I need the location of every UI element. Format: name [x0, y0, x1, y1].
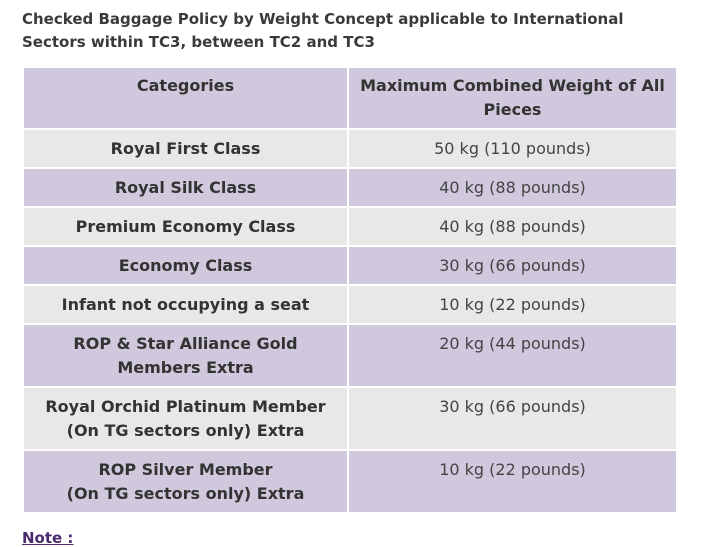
- table-cell: 10 kg (22 pounds): [347, 284, 678, 325]
- table-cell: Royal First Class: [22, 128, 349, 169]
- table-cell: 50 kg (110 pounds): [347, 128, 678, 169]
- table-row: Royal Orchid Platinum Member (On TG secto…: [22, 386, 678, 451]
- table-row: Economy Class 30 kg (66 pounds): [22, 245, 678, 286]
- cell-line: (On TG sectors only) Extra: [66, 421, 305, 440]
- table-cell: 20 kg (44 pounds): [347, 323, 678, 388]
- table-cell: 40 kg (88 pounds): [347, 167, 678, 208]
- cell-line: ROP Silver Member: [98, 460, 273, 479]
- baggage-table: Categories Maximum Combined Weight of Al…: [22, 66, 678, 514]
- table-cell: Economy Class: [22, 245, 349, 286]
- table-row: Infant not occupying a seat 10 kg (22 pou…: [22, 284, 678, 325]
- table-cell: ROP & Star Alliance Gold Members Extra: [22, 323, 349, 388]
- table-body: Royal First Class 50 kg (110 pounds) Royal…: [22, 128, 678, 514]
- cell-line: ROP & Star Alliance Gold: [73, 334, 298, 353]
- table-row: Royal First Class 50 kg (110 pounds): [22, 128, 678, 169]
- table-cell: 40 kg (88 pounds): [347, 206, 678, 247]
- table-cell: ROP Silver Member (On TG sectors only) Ex…: [22, 449, 349, 514]
- cell-line: Royal Orchid Platinum Member: [45, 397, 326, 416]
- table-cell: Royal Silk Class: [22, 167, 349, 208]
- header-cell: Maximum Combined Weight of All Pieces: [347, 66, 678, 130]
- header-row: Categories Maximum Combined Weight of Al…: [22, 66, 678, 130]
- table-cell: Royal Orchid Platinum Member (On TG secto…: [22, 386, 349, 451]
- cell-line: (On TG sectors only) Extra: [66, 484, 305, 503]
- table-row: Premium Economy Class 40 kg (88 pounds): [22, 206, 678, 247]
- title: Checked Baggage Policy by Weight Concept…: [22, 10, 624, 51]
- table-cell: Premium Economy Class: [22, 206, 349, 247]
- note: Note :: [22, 529, 74, 547]
- header-cell: Categories: [22, 66, 349, 130]
- table-row: ROP Silver Member (On TG sectors only) Ex…: [22, 449, 678, 514]
- table-row: ROP & Star Alliance Gold Members Extra 20 …: [22, 323, 678, 388]
- table-cell: 30 kg (66 pounds): [347, 245, 678, 286]
- table-row: Royal Silk Class 40 kg (88 pounds): [22, 167, 678, 208]
- table-cell: 30 kg (66 pounds): [347, 386, 678, 451]
- cell-line: Members Extra: [117, 358, 254, 377]
- table-header: Categories Maximum Combined Weight of Al…: [22, 66, 678, 130]
- table-cell: 10 kg (22 pounds): [347, 449, 678, 514]
- table-cell: Infant not occupying a seat: [22, 284, 349, 325]
